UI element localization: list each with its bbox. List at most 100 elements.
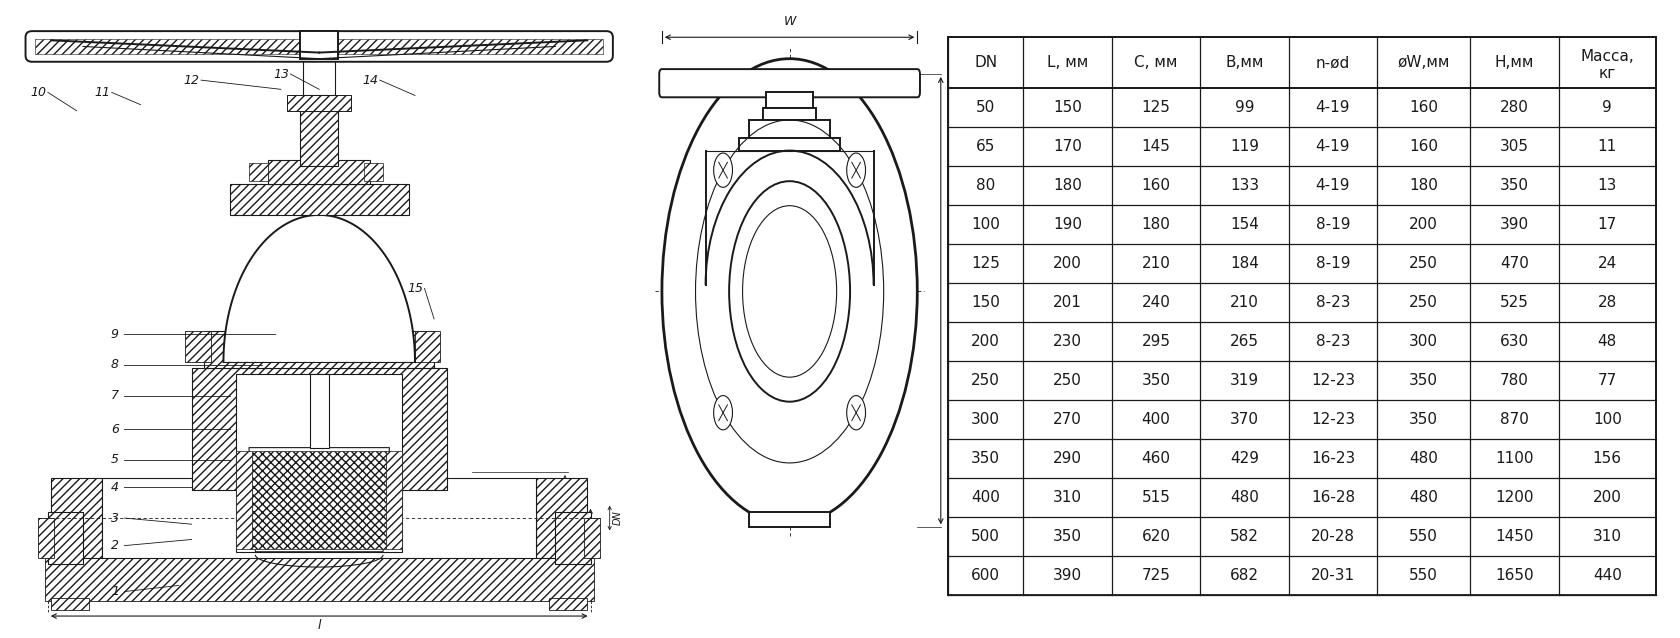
Text: 620: 620 xyxy=(1141,529,1171,544)
Text: 6: 6 xyxy=(111,423,119,436)
Text: 180: 180 xyxy=(1141,217,1171,232)
Text: 15: 15 xyxy=(407,282,423,295)
Text: 1100: 1100 xyxy=(1495,451,1534,466)
Text: 725: 725 xyxy=(1141,568,1171,583)
Text: 300: 300 xyxy=(1410,334,1438,349)
Bar xyxy=(415,331,440,362)
Text: 50: 50 xyxy=(976,100,995,115)
Text: 8-23: 8-23 xyxy=(1315,334,1351,349)
Text: 125: 125 xyxy=(1141,100,1171,115)
Text: 200: 200 xyxy=(971,334,1000,349)
Text: 77: 77 xyxy=(1598,373,1616,388)
Text: 350: 350 xyxy=(1500,178,1529,193)
Bar xyxy=(365,163,383,181)
Bar xyxy=(281,34,358,59)
Text: 145: 145 xyxy=(1141,139,1171,154)
Text: 200: 200 xyxy=(1593,490,1621,505)
Text: 600: 600 xyxy=(971,568,1000,583)
FancyBboxPatch shape xyxy=(659,69,921,97)
Text: 2: 2 xyxy=(111,539,119,552)
Bar xyxy=(50,478,102,558)
Text: 300: 300 xyxy=(971,412,1000,427)
Bar xyxy=(35,39,603,54)
Circle shape xyxy=(714,153,732,188)
Bar xyxy=(185,331,210,362)
Text: 200: 200 xyxy=(1053,256,1082,271)
Text: 780: 780 xyxy=(1500,373,1529,388)
Text: 630: 630 xyxy=(1500,334,1529,349)
Text: 100: 100 xyxy=(971,217,1000,232)
Text: 170: 170 xyxy=(1053,139,1082,154)
Text: 310: 310 xyxy=(1053,490,1082,505)
Text: 550: 550 xyxy=(1410,568,1438,583)
Text: 460: 460 xyxy=(1141,451,1171,466)
Text: 150: 150 xyxy=(1053,100,1082,115)
Text: 13: 13 xyxy=(272,68,289,80)
Text: n-ød: n-ød xyxy=(1315,55,1351,70)
Text: 525: 525 xyxy=(1500,295,1529,310)
Text: 160: 160 xyxy=(1141,178,1171,193)
Text: n- d: n- d xyxy=(553,507,571,517)
Bar xyxy=(102,478,536,558)
Bar xyxy=(749,512,830,527)
Text: 4: 4 xyxy=(111,481,119,494)
Text: 14: 14 xyxy=(363,73,378,87)
Bar xyxy=(301,31,338,59)
Text: 7: 7 xyxy=(111,389,119,402)
Text: L, мм: L, мм xyxy=(1047,55,1089,70)
Text: H: H xyxy=(948,294,958,307)
Text: 8-19: 8-19 xyxy=(1315,217,1351,232)
Bar xyxy=(536,478,588,558)
Bar xyxy=(45,558,593,601)
Text: 8: 8 xyxy=(111,359,119,371)
Text: C: C xyxy=(593,533,600,543)
Bar xyxy=(230,184,408,215)
Text: 16-28: 16-28 xyxy=(1310,490,1356,505)
Text: 20-28: 20-28 xyxy=(1310,529,1356,544)
Text: 125: 125 xyxy=(971,256,1000,271)
Text: 12-23: 12-23 xyxy=(1310,373,1356,388)
Bar xyxy=(766,93,813,108)
Text: 400: 400 xyxy=(971,490,1000,505)
Text: 160: 160 xyxy=(1410,139,1438,154)
Text: 480: 480 xyxy=(1410,451,1438,466)
Bar xyxy=(556,512,591,564)
Bar xyxy=(386,450,402,549)
Bar xyxy=(739,138,840,151)
Text: 870: 870 xyxy=(1500,412,1529,427)
Text: 350: 350 xyxy=(1410,373,1438,388)
Text: 400: 400 xyxy=(1141,412,1171,427)
Text: 470: 470 xyxy=(1500,256,1529,271)
Circle shape xyxy=(662,59,917,524)
Bar xyxy=(549,598,588,610)
Polygon shape xyxy=(249,448,390,552)
Text: 280: 280 xyxy=(1500,100,1529,115)
Text: 200: 200 xyxy=(1410,217,1438,232)
Text: 5: 5 xyxy=(111,454,119,466)
Text: 310: 310 xyxy=(1593,529,1621,544)
Bar xyxy=(763,108,816,120)
Text: 1650: 1650 xyxy=(1495,568,1534,583)
Bar xyxy=(49,512,82,564)
Bar xyxy=(302,59,336,96)
Text: 350: 350 xyxy=(1053,529,1082,544)
Text: 20-31: 20-31 xyxy=(1310,568,1356,583)
Text: 180: 180 xyxy=(1410,178,1438,193)
Circle shape xyxy=(847,153,865,188)
Text: 28: 28 xyxy=(1598,295,1616,310)
FancyBboxPatch shape xyxy=(25,31,613,62)
Text: 290: 290 xyxy=(1053,451,1082,466)
Text: 682: 682 xyxy=(1230,568,1258,583)
Circle shape xyxy=(729,181,850,402)
Text: 319: 319 xyxy=(1230,373,1258,388)
Bar xyxy=(192,368,447,491)
Text: 100: 100 xyxy=(1593,412,1621,427)
Bar xyxy=(585,518,600,558)
Text: 80: 80 xyxy=(976,178,995,193)
Text: 210: 210 xyxy=(1141,256,1171,271)
Text: 24: 24 xyxy=(1598,256,1616,271)
Text: 133: 133 xyxy=(1230,178,1258,193)
Text: 440: 440 xyxy=(1593,568,1621,583)
Text: 250: 250 xyxy=(971,373,1000,388)
Bar xyxy=(309,374,329,448)
